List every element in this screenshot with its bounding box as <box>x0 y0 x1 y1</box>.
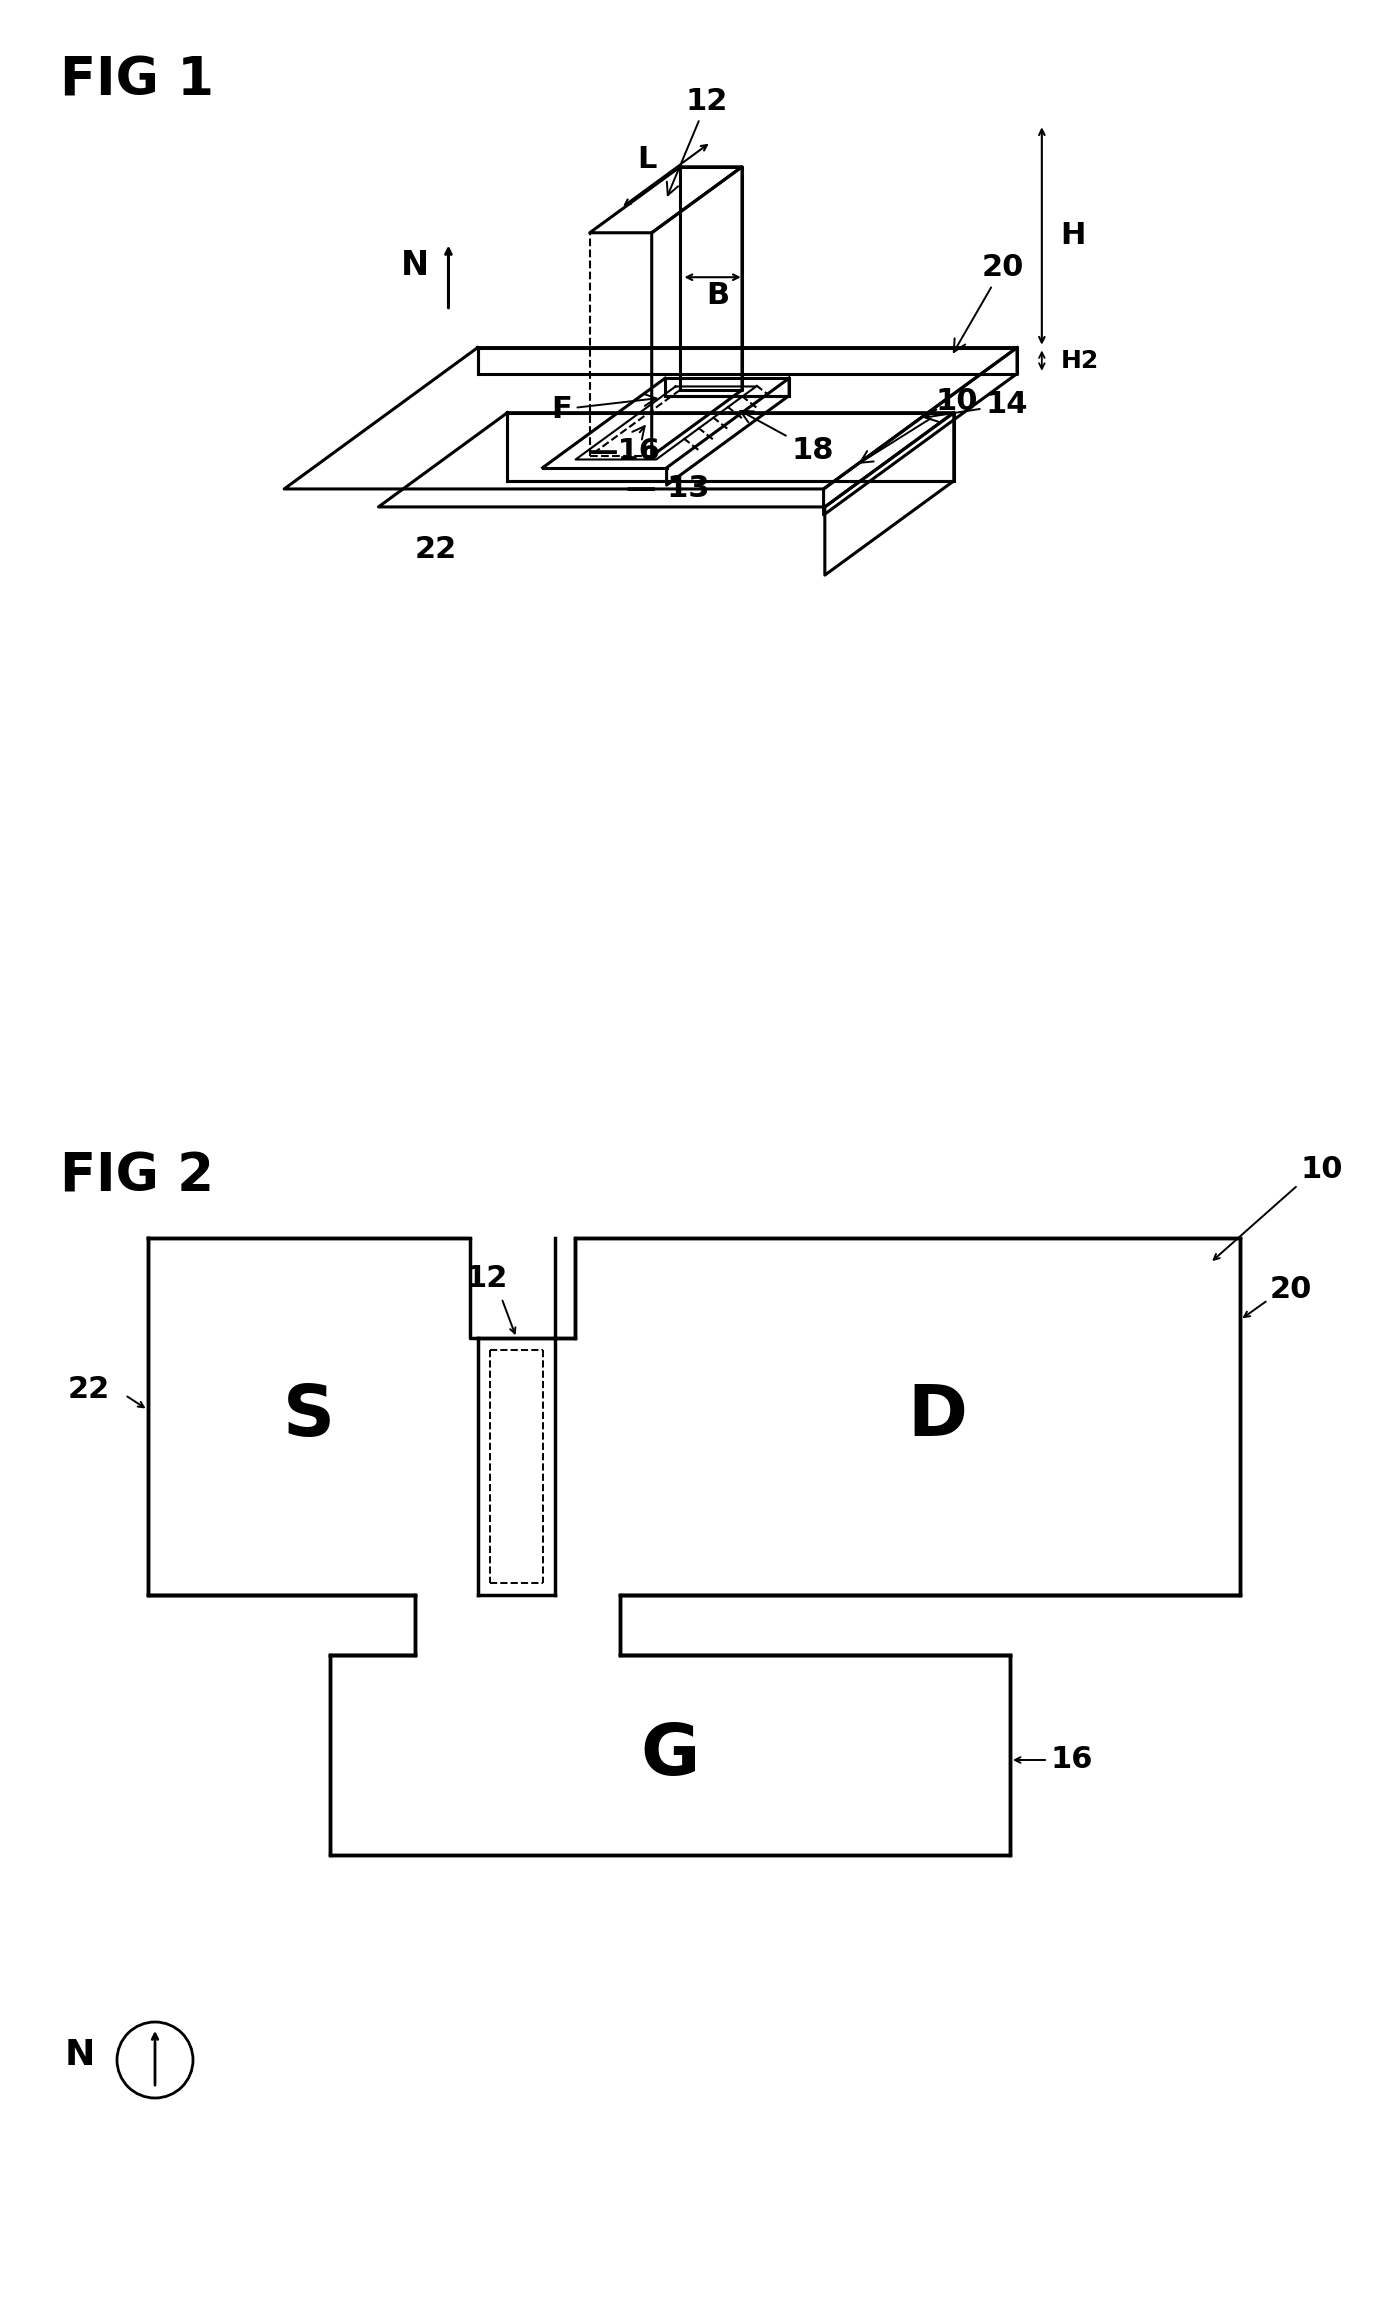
Text: 16: 16 <box>1050 1746 1093 1774</box>
Text: S: S <box>283 1382 336 1452</box>
Text: FIG 2: FIG 2 <box>60 1150 214 1203</box>
Text: H: H <box>1061 221 1086 251</box>
Text: G: G <box>641 1721 699 1790</box>
Text: 20: 20 <box>1270 1276 1312 1304</box>
Text: N: N <box>401 249 429 281</box>
Text: 12: 12 <box>465 1265 508 1293</box>
Text: 20: 20 <box>954 253 1024 353</box>
Text: L: L <box>638 145 657 175</box>
Text: 12: 12 <box>667 88 728 196</box>
Text: 14: 14 <box>925 389 1028 422</box>
Text: D: D <box>907 1382 968 1452</box>
Text: FIG 1: FIG 1 <box>60 55 214 106</box>
Text: 18: 18 <box>741 410 834 465</box>
Text: 22: 22 <box>415 535 458 564</box>
Text: —16: —16 <box>588 426 660 465</box>
Text: F: F <box>551 394 656 424</box>
Text: 22: 22 <box>68 1375 110 1405</box>
Text: 10: 10 <box>1300 1157 1343 1184</box>
Text: — 13: — 13 <box>626 475 709 505</box>
Text: N: N <box>65 2039 96 2071</box>
Text: 10: 10 <box>860 387 978 463</box>
Text: H2: H2 <box>1061 348 1099 373</box>
Text: B: B <box>706 281 730 311</box>
